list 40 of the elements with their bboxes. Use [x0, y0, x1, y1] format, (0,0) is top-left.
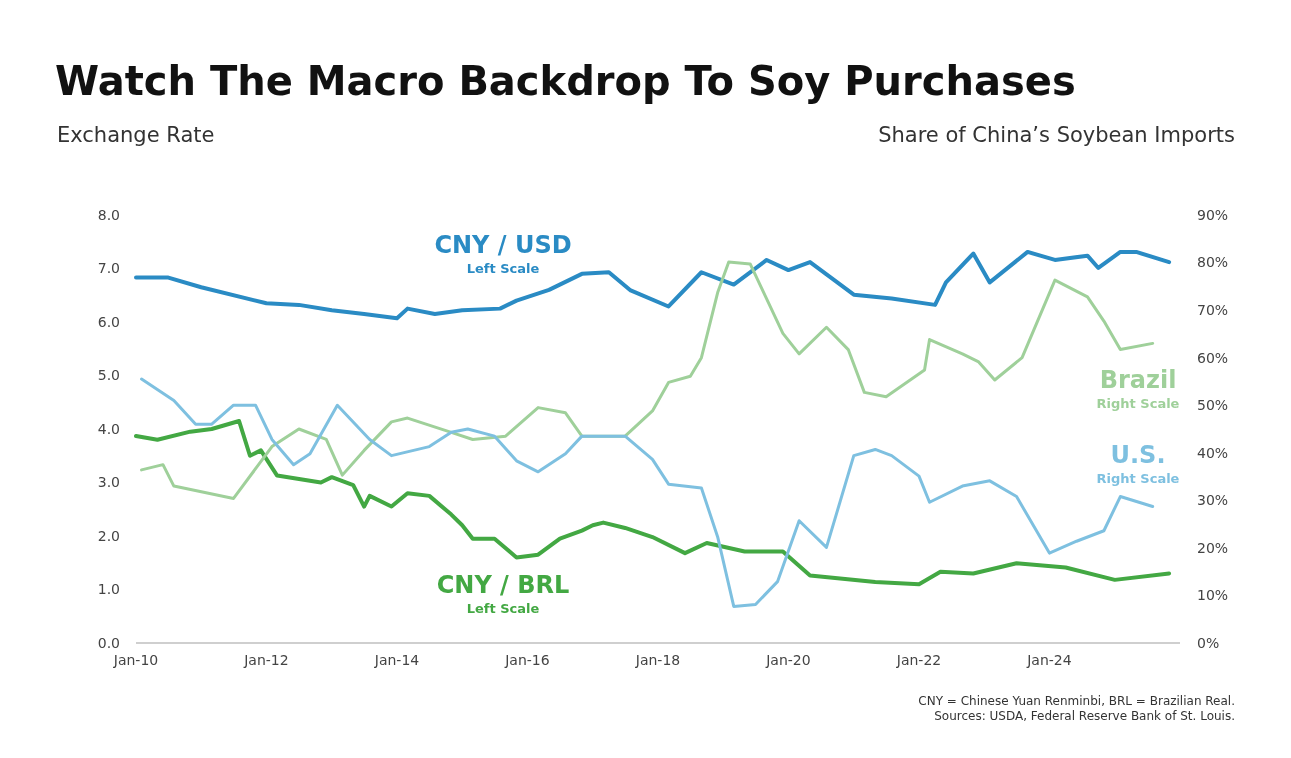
x-tick-label: Jan-24 — [1026, 652, 1072, 668]
annotation: Left Scale — [466, 261, 540, 276]
y2-tick-label: 40% — [1197, 444, 1229, 461]
chart-title: Watch The Macro Backdrop To Soy Purchases — [55, 58, 1076, 104]
y2-tick-label: 30% — [1197, 492, 1229, 509]
y-tick-label: 4.0 — [97, 420, 120, 437]
annotation: Right Scale — [1096, 471, 1180, 486]
series-label: CNY / BRL — [436, 571, 570, 599]
y-tick-label: 3.0 — [97, 474, 120, 491]
y2-tick-label: 90% — [1197, 206, 1229, 223]
y-tick-label: 2.0 — [97, 527, 120, 544]
source-note: Sources: USDA, Federal Reserve Bank of St. Louis. — [934, 709, 1235, 723]
y-tick-label: 7.0 — [97, 260, 120, 277]
y2-tick-label: 20% — [1197, 539, 1229, 556]
series-label: CNY / USD — [434, 231, 572, 259]
series-label: U.S. — [1110, 441, 1166, 469]
x-tick-label: Jan-20 — [765, 652, 811, 668]
y-axis-title: Exchange Rate — [57, 123, 215, 147]
y-tick-label: 8.0 — [97, 206, 120, 223]
x-tick-label: Jan-18 — [634, 652, 681, 668]
y2-tick-label: 50% — [1197, 397, 1229, 414]
y2-tick-label: 0% — [1197, 634, 1220, 651]
series-label: Brazil — [1099, 366, 1177, 394]
x-tick-label: Jan-10 — [112, 652, 159, 668]
x-tick-label: Jan-22 — [895, 652, 942, 668]
y2-axis-title: Share of China’s Soybean Imports — [878, 123, 1235, 147]
annotation: Right Scale — [1096, 396, 1180, 411]
y-tick-label: 6.0 — [97, 313, 120, 330]
y2-tick-label: 80% — [1197, 254, 1229, 271]
y-tick-label: 5.0 — [97, 367, 120, 384]
y2-tick-label: 70% — [1197, 302, 1229, 319]
x-tick-label: Jan-12 — [243, 652, 289, 668]
y2-tick-label: 60% — [1197, 349, 1229, 366]
text: CNY = Chinese Yuan Renminbi, BRL = Brazilian Real. — [918, 694, 1235, 708]
y2-tick-label: 10% — [1197, 587, 1229, 604]
y-tick-label: 1.0 — [97, 581, 120, 598]
x-tick-label: Jan-14 — [373, 652, 420, 668]
y-tick-label: 0.0 — [97, 634, 120, 651]
annotation: Left Scale — [466, 601, 540, 616]
x-tick-label: Jan-16 — [504, 652, 550, 668]
